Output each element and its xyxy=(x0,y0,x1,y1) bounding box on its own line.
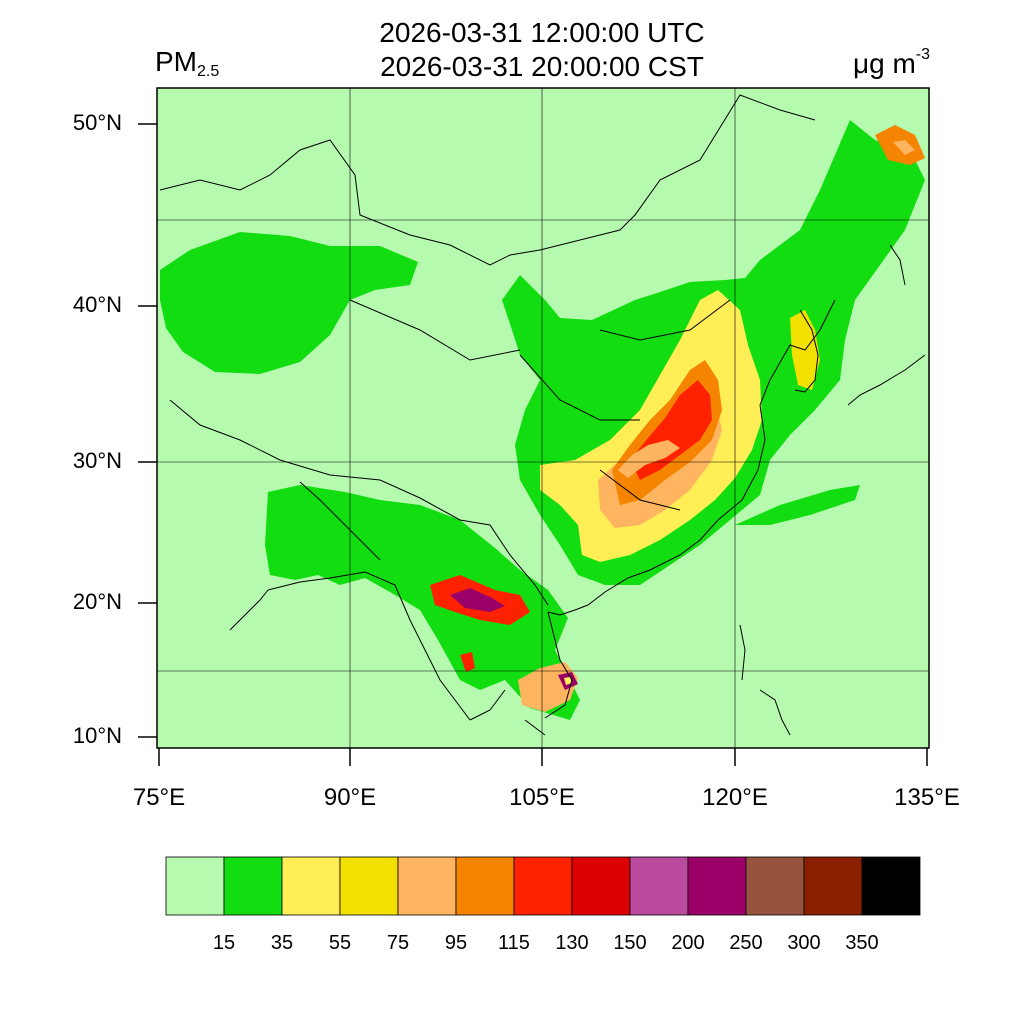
colorbar-label: 250 xyxy=(729,932,763,954)
coastline-south-asia xyxy=(267,571,573,736)
colorbar-label: 55 xyxy=(328,932,352,954)
colorbar-swatch xyxy=(861,856,921,916)
colorbar-swatch xyxy=(223,856,283,916)
variable-sub: 2.5 xyxy=(197,63,220,80)
unit-main: μg m xyxy=(852,48,916,79)
lat-label-20: 20°N xyxy=(72,589,122,614)
gridlines xyxy=(157,88,929,748)
axis-ticks xyxy=(138,123,928,766)
unit-sup: -3 xyxy=(915,46,930,63)
lon-label-75: 75°E xyxy=(132,784,186,811)
colorbar-swatch xyxy=(513,856,573,916)
border-china-south xyxy=(169,399,549,606)
border-china-west xyxy=(159,94,816,266)
colorbar-label: 115 xyxy=(498,932,530,954)
lat-label-30: 30°N xyxy=(72,448,122,473)
colorbar xyxy=(165,856,921,916)
colorbar-swatch xyxy=(687,856,747,916)
concentration-regions xyxy=(160,120,925,720)
map-frame xyxy=(156,87,930,749)
colorbar-label: 15 xyxy=(212,932,236,954)
colorbar-label: 150 xyxy=(613,932,647,954)
region-taiwan-strait-band xyxy=(735,485,860,525)
title-utc: 2026-03-31 12:00:00 UTC xyxy=(379,17,705,48)
colorbar-swatch xyxy=(281,856,341,916)
title-local: 2026-03-31 20:00:00 CST xyxy=(380,51,704,82)
colorbar-swatch xyxy=(745,856,805,916)
variable-label: PM2.5 xyxy=(155,46,219,81)
colorbar-swatch xyxy=(165,856,225,916)
lon-label-135: 135°E xyxy=(894,784,960,811)
colorbar-swatch xyxy=(571,856,631,916)
coastline-philippines xyxy=(739,624,791,736)
region-far-east-red xyxy=(893,140,915,155)
border-provinces xyxy=(349,299,731,511)
coastline-korea xyxy=(794,309,819,393)
colorbar-label: 350 xyxy=(845,932,879,954)
unit-label: μg m-3 xyxy=(853,46,930,80)
region-cambodia-purple xyxy=(564,677,572,685)
variable-main: PM xyxy=(155,46,197,77)
lon-label-120: 120°E xyxy=(702,784,768,811)
colorbar-label: 75 xyxy=(386,932,410,954)
lon-label-90: 90°E xyxy=(323,784,377,811)
lon-label-105: 105°E xyxy=(509,784,575,811)
region-myanmar-core xyxy=(450,588,505,612)
colorbar-label: 95 xyxy=(444,932,468,954)
colorbar-label: 200 xyxy=(671,932,705,954)
colorbar-swatch xyxy=(339,856,399,916)
coastline-china xyxy=(547,299,836,616)
colorbar-swatch xyxy=(629,856,689,916)
region-thailand-purple xyxy=(464,659,471,667)
region-south-asia xyxy=(265,485,580,720)
colorbar-swatch xyxy=(455,856,515,916)
lat-label-50: 50°N xyxy=(72,110,122,135)
colorbar-swatch xyxy=(397,856,457,916)
coastline-japan xyxy=(847,244,926,406)
colorbar-label: 300 xyxy=(787,932,821,954)
colorbar-swatch xyxy=(803,856,863,916)
colorbar-label: 130 xyxy=(555,932,589,954)
region-tarim-basin xyxy=(160,232,418,374)
boundaries xyxy=(159,94,926,736)
colorbar-label: 35 xyxy=(270,932,294,954)
map-layer xyxy=(157,88,929,748)
lat-label-10: 10°N xyxy=(72,723,122,748)
lat-label-40: 40°N xyxy=(72,292,122,317)
region-core-red xyxy=(618,440,680,478)
border-india xyxy=(229,481,381,631)
